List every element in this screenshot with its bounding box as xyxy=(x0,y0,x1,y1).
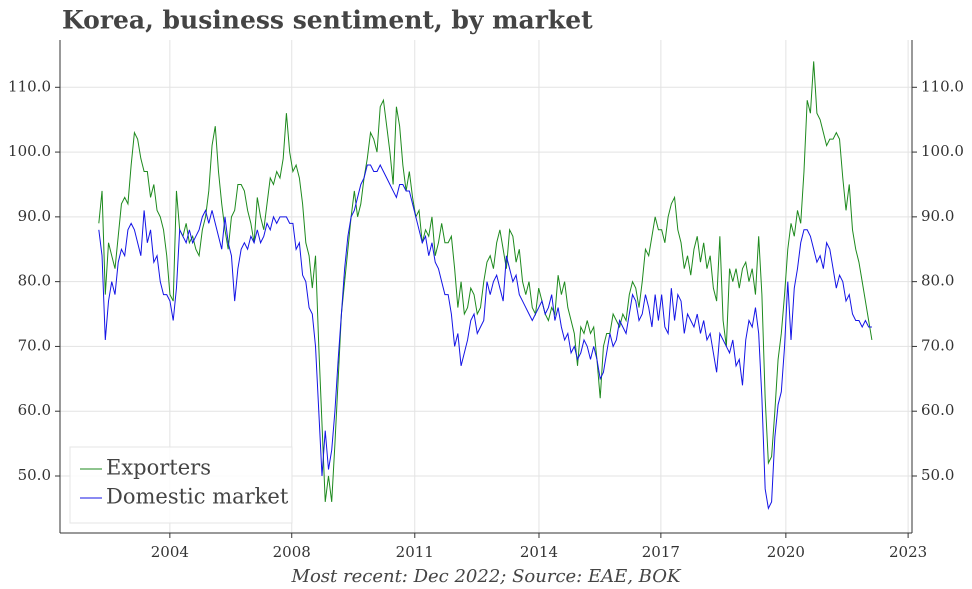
y2-tick-label: 110.0 xyxy=(921,77,964,95)
y-tick-label: 110.0 xyxy=(8,77,51,95)
y2-tick-label: 60.0 xyxy=(921,401,954,419)
x-tick-label: 2008 xyxy=(273,543,311,561)
x-tick-label: 2020 xyxy=(767,543,805,561)
y2-tick-label: 70.0 xyxy=(921,336,954,354)
y2-tick-label: 90.0 xyxy=(921,207,954,225)
y-tick-label: 80.0 xyxy=(18,272,51,290)
legend-label: Domestic market xyxy=(106,485,289,509)
x-tick-label: 2017 xyxy=(642,543,680,561)
x-tick-label: 2014 xyxy=(520,543,558,561)
y-tick-label: 100.0 xyxy=(8,142,51,160)
series-line xyxy=(98,61,873,502)
y-tick-label: 90.0 xyxy=(18,207,51,225)
y2-tick-label: 80.0 xyxy=(921,272,954,290)
legend-box xyxy=(69,446,293,524)
caption: Most recent: Dec 2022; Source: EAE, BOK xyxy=(291,566,682,587)
x-tick-label: 2023 xyxy=(889,543,927,561)
x-tick-label: 2004 xyxy=(151,543,189,561)
y2-tick-label: 100.0 xyxy=(921,142,964,160)
y-tick-label: 50.0 xyxy=(18,466,51,484)
y-tick-label: 60.0 xyxy=(18,401,51,419)
x-tick-label: 2011 xyxy=(396,543,434,561)
legend-label: Exporters xyxy=(106,456,211,480)
y-tick-label: 70.0 xyxy=(18,336,51,354)
chart-title: Korea, business sentiment, by market xyxy=(62,6,593,35)
y2-tick-label: 50.0 xyxy=(921,466,954,484)
series-line xyxy=(98,163,872,510)
